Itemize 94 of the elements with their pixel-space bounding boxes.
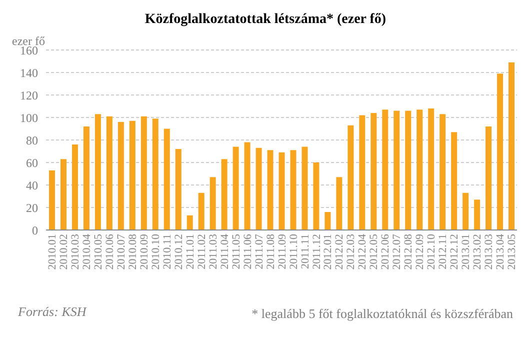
x-tick-label: 2011.09 [276, 234, 288, 270]
x-tick-label: 2011.12 [310, 234, 323, 270]
bar [382, 110, 388, 230]
bar [474, 200, 480, 230]
x-tick-label: 2012.08 [402, 234, 415, 270]
bar [508, 62, 515, 230]
x-tick-label: 2012.05 [368, 234, 380, 270]
bar [232, 146, 239, 230]
bar [49, 170, 55, 230]
x-tick-label: 2010.11 [161, 234, 174, 270]
text: Forrás: KSH [18, 304, 86, 320]
bar [348, 125, 354, 230]
y-tick-label: 0 [32, 223, 38, 238]
bar [244, 142, 250, 230]
x-tick-label: 2010.10 [150, 234, 162, 270]
x-tick-label: 2010.09 [138, 234, 150, 270]
bar [60, 159, 66, 230]
x-tick-label: 2012.03 [345, 234, 358, 270]
x-tick-label: 2011.05 [230, 234, 242, 270]
bar [278, 152, 285, 230]
x-tick-label: 2012.12 [448, 234, 461, 270]
x-tick-label: 2011.01 [184, 234, 196, 270]
bar [313, 162, 320, 230]
x-tick-label: 2012.11 [437, 234, 450, 270]
bar [497, 74, 504, 230]
bar [221, 159, 228, 230]
y-tick-label: 60 [26, 156, 38, 170]
y-tick-label: 20 [26, 200, 38, 215]
x-tick-label: 2012.06 [380, 234, 392, 270]
bar [256, 148, 262, 230]
x-tick-label: 2010.07 [115, 234, 128, 270]
y-tick-label: 80 [26, 133, 38, 148]
bar [336, 177, 342, 230]
bar [175, 149, 182, 230]
x-tick-label: 2011.02 [196, 234, 208, 270]
bar [462, 192, 469, 230]
bar [210, 177, 216, 230]
x-tick-label: 2010.05 [92, 234, 105, 270]
x-tick-label: 2012.04 [356, 234, 369, 270]
x-tick-label: 2013.04 [494, 234, 507, 270]
bar [186, 215, 193, 230]
bar [416, 110, 423, 230]
x-tick-label: 2010.04 [81, 234, 94, 270]
bar [359, 115, 366, 230]
x-tick-label: 2010.06 [104, 234, 116, 270]
x-tick-label: 2012.02 [334, 234, 346, 270]
bar [164, 128, 170, 230]
x-tick-label: 2010.01 [46, 234, 59, 270]
x-tick-label: 2012.07 [391, 234, 404, 270]
x-tick-label: 2010.12 [172, 234, 185, 270]
y-tick-label: 140 [20, 66, 38, 80]
x-tick-label: 2013.02 [472, 234, 484, 270]
bar [486, 126, 492, 230]
text: * legalább 5 főt foglalkoztatóknál és közszférában [252, 306, 513, 322]
bar [302, 146, 308, 230]
bar [118, 122, 124, 230]
x-tick-label: 2010.08 [126, 234, 139, 270]
x-tick-label: 2012.10 [426, 234, 438, 270]
bar [405, 110, 412, 230]
bar [428, 108, 434, 230]
x-tick-label: 2011.07 [253, 234, 266, 270]
y-tick-label: 40 [26, 178, 38, 192]
bar [72, 144, 78, 230]
bar [106, 116, 112, 230]
bar [198, 192, 204, 230]
bar [94, 114, 101, 230]
bar [324, 212, 331, 230]
bar [451, 132, 458, 230]
bar [370, 113, 377, 230]
x-tick-label: 2012.09 [414, 234, 426, 270]
x-tick-label: 2011.10 [288, 234, 300, 270]
x-tick-label: 2011.08 [264, 234, 277, 270]
y-tick-label: 120 [20, 88, 38, 102]
bar [152, 118, 158, 230]
x-tick-label: 2013.05 [506, 234, 518, 270]
bar [140, 116, 147, 230]
x-tick-label: 2011.04 [218, 234, 231, 270]
chart-title: Közfoglalkoztatottak létszáma* (ezer fő) [144, 12, 388, 28]
bar [290, 150, 296, 230]
bar [440, 114, 446, 230]
x-tick-label: 2011.06 [242, 234, 254, 270]
x-tick-label: 2011.11 [299, 234, 312, 269]
y-tick-label: 100 [20, 110, 38, 125]
y-axis-title: ezer fő [12, 34, 45, 48]
x-tick-label: 2013.03 [483, 234, 496, 270]
x-tick-label: 2010.03 [70, 234, 82, 270]
x-tick-label: 2010.02 [58, 234, 70, 270]
bar [83, 126, 90, 230]
x-tick-label: 2013.01 [460, 234, 472, 270]
bar [129, 120, 136, 230]
x-tick-label: 2011.03 [207, 234, 220, 270]
x-tick-label: 2012.01 [322, 234, 334, 270]
bar [267, 150, 274, 230]
bar [394, 110, 400, 230]
